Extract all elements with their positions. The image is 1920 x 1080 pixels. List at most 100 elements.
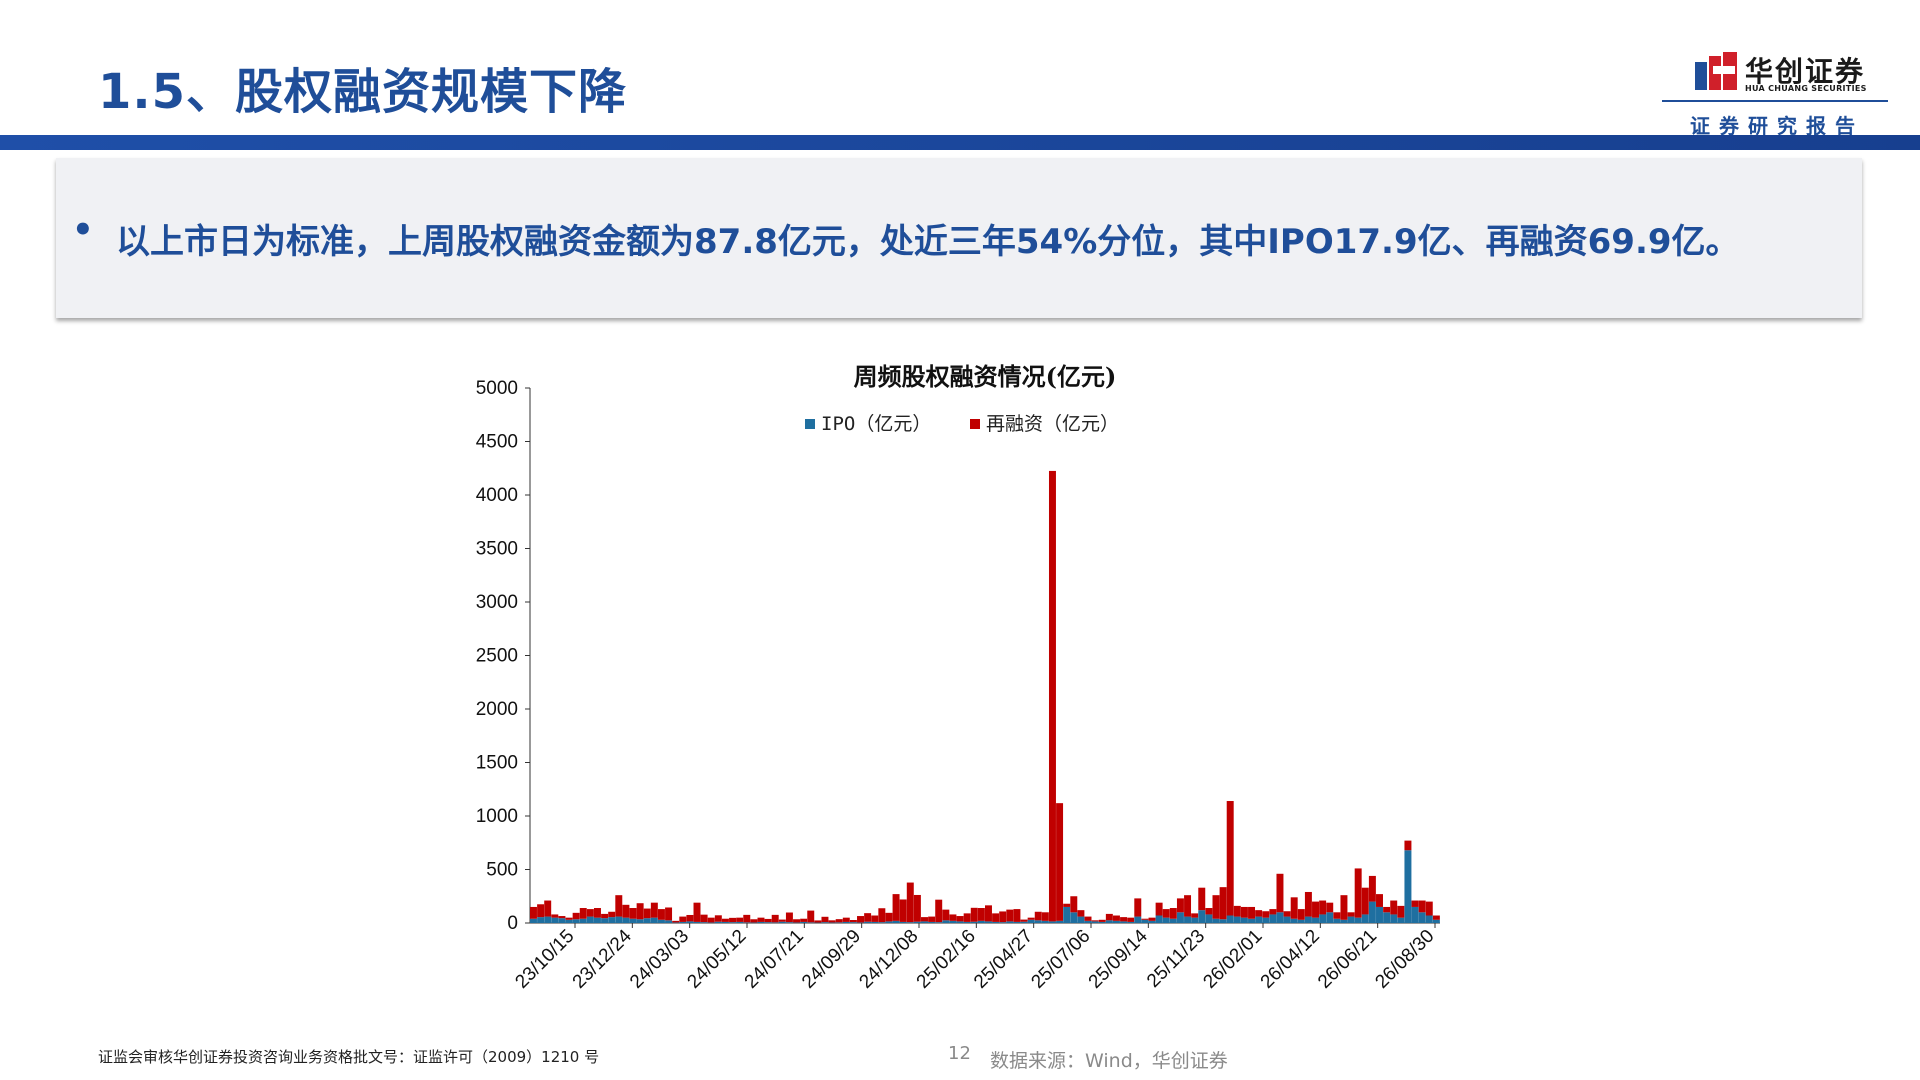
bar	[807, 922, 815, 923]
bar	[1098, 921, 1106, 923]
bar	[1368, 901, 1376, 923]
bar	[1333, 912, 1341, 919]
x-tick-label: 25/02/16	[913, 926, 980, 993]
y-tick-label: 1500	[476, 753, 518, 774]
bar	[657, 909, 665, 920]
bar	[1162, 909, 1170, 918]
bar	[1304, 891, 1312, 917]
bar	[693, 902, 701, 922]
bar	[601, 913, 609, 919]
bar	[1283, 911, 1291, 917]
bar	[1397, 917, 1405, 923]
bar	[1134, 916, 1142, 923]
bar	[1333, 918, 1341, 923]
bar	[1347, 916, 1355, 923]
bar	[1120, 917, 1128, 922]
bar	[629, 918, 637, 923]
y-tick-label: 5000	[476, 378, 518, 399]
bar	[608, 911, 616, 918]
bar	[1184, 916, 1192, 923]
bar	[551, 917, 559, 923]
bar	[835, 922, 843, 923]
bar	[1077, 916, 1085, 923]
bar	[849, 920, 857, 923]
legend-swatch	[805, 419, 815, 429]
bar	[871, 921, 879, 923]
bar	[1027, 919, 1035, 923]
bar	[828, 920, 836, 923]
bar	[672, 920, 680, 923]
x-tick-label: 26/02/01	[1199, 926, 1266, 993]
bar	[928, 921, 936, 923]
bar	[1176, 912, 1184, 923]
bar	[601, 918, 609, 923]
bar	[899, 899, 907, 922]
bar	[593, 917, 601, 923]
y-tick-label: 1000	[476, 806, 518, 827]
bar	[1212, 918, 1220, 923]
bar	[985, 905, 992, 922]
bar	[1262, 917, 1270, 923]
bar	[615, 895, 623, 917]
bar	[743, 922, 751, 923]
brand-name-en: HUA CHUANG SECURITIES	[1745, 84, 1867, 93]
bar	[785, 922, 793, 923]
bar	[1248, 918, 1256, 923]
bar	[992, 913, 1000, 922]
x-tick-label: 24/07/21	[741, 926, 808, 993]
bar	[913, 894, 921, 922]
bar	[1184, 895, 1192, 917]
bar	[1169, 918, 1177, 923]
bar	[1404, 850, 1412, 923]
bar	[828, 922, 836, 923]
bar	[657, 919, 665, 923]
bar	[1226, 801, 1234, 916]
bar	[721, 918, 729, 922]
bar	[1091, 921, 1099, 923]
bar	[530, 918, 537, 923]
y-tick-label: 2000	[476, 699, 518, 720]
bar	[558, 916, 566, 919]
bar	[1212, 895, 1220, 919]
page-number: 12	[948, 1043, 971, 1064]
bar	[1091, 920, 1099, 922]
bar	[949, 914, 957, 921]
bar	[800, 921, 808, 923]
bar	[963, 921, 971, 923]
bar	[1141, 919, 1149, 923]
bar	[1105, 920, 1113, 923]
bar	[821, 922, 829, 923]
bar	[686, 921, 694, 923]
bar	[999, 911, 1007, 923]
bar	[1219, 887, 1227, 920]
bar	[1191, 913, 1199, 918]
bar	[729, 922, 737, 923]
bar	[906, 882, 914, 923]
y-tick-label: 3000	[476, 592, 518, 613]
bar	[636, 903, 644, 920]
bar	[1034, 920, 1042, 923]
bar	[878, 908, 886, 923]
bar	[1432, 915, 1440, 920]
y-tick-label: 0	[507, 913, 518, 934]
bar	[814, 920, 822, 923]
bar	[672, 922, 680, 923]
bar	[949, 920, 957, 923]
bar	[650, 917, 658, 923]
bar	[785, 912, 793, 923]
bar	[586, 909, 594, 917]
bar	[864, 913, 872, 922]
bar	[608, 917, 616, 923]
x-tick-label: 25/07/06	[1027, 926, 1094, 993]
bar	[572, 919, 580, 923]
x-tick-label: 24/03/03	[626, 926, 693, 993]
report-label: 证券研究报告	[1690, 114, 1864, 138]
bar	[1326, 902, 1334, 913]
bar	[1070, 912, 1078, 923]
bar	[1354, 868, 1362, 918]
bar	[778, 921, 786, 923]
chart-title: 周频股权融资情况(亿元)	[854, 362, 1117, 391]
bar	[1056, 803, 1064, 921]
bar	[821, 916, 829, 923]
bar	[1191, 917, 1199, 923]
